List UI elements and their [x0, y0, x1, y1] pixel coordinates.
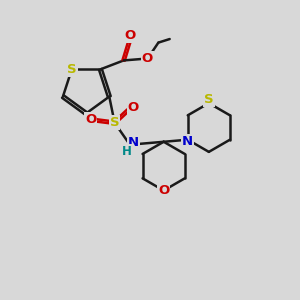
Text: S: S	[67, 63, 76, 76]
Text: O: O	[85, 113, 97, 126]
Text: H: H	[122, 145, 131, 158]
Text: O: O	[128, 101, 139, 114]
Text: N: N	[128, 136, 139, 149]
Text: O: O	[142, 52, 153, 65]
Text: S: S	[110, 116, 119, 129]
Text: O: O	[158, 184, 169, 197]
Text: S: S	[204, 93, 214, 106]
Text: O: O	[124, 29, 136, 42]
Text: N: N	[182, 135, 193, 148]
